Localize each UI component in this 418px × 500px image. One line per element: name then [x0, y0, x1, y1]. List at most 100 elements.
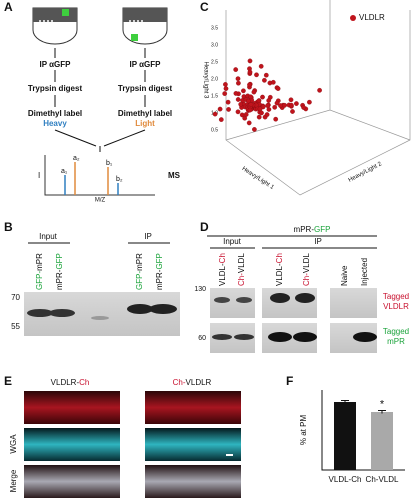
- scatter-dot: [235, 76, 241, 82]
- band: [234, 334, 254, 340]
- peak-label: b₁: [106, 160, 113, 167]
- tick-label: 1.5: [211, 93, 218, 99]
- row-label: mPR: [387, 337, 405, 346]
- scatter-dot: [294, 101, 299, 106]
- scatter-dot: [266, 107, 272, 112]
- axes-box: [225, 0, 411, 196]
- scatter-dot: [317, 87, 322, 93]
- lane-label: Ch-VLDL: [237, 253, 246, 286]
- band: [295, 293, 315, 303]
- column-label: Ch-VLDLR: [173, 378, 212, 387]
- error-bar: [378, 410, 386, 414]
- peak-label: a₁: [61, 168, 68, 175]
- lane-label: mPR-GFP: [155, 253, 164, 290]
- scatter-dot: [288, 97, 294, 103]
- scatter-dot: [258, 63, 264, 69]
- isotope-label: Heavy: [43, 119, 67, 128]
- highlight-label: VLDLR: [359, 13, 385, 22]
- scatter-dot: [307, 99, 312, 105]
- scatter-dot: [225, 99, 231, 105]
- axis-label: Heavy/Light 1: [241, 166, 276, 191]
- scatter-dot: [222, 91, 228, 96]
- scatter-dot: [247, 82, 252, 88]
- scale-bar: [226, 454, 233, 456]
- scatter-dot: [226, 107, 231, 112]
- band: [353, 332, 377, 342]
- scatter-dot: [241, 88, 246, 94]
- scatter-dot: [233, 67, 239, 72]
- annotation: *: [380, 398, 385, 410]
- tick-label: 3.5: [211, 25, 218, 31]
- error-bar: [341, 400, 349, 404]
- scatter-dot: [272, 104, 278, 110]
- band: [127, 304, 153, 314]
- scatter-dot: [236, 80, 241, 86]
- peak-label: a₂: [73, 155, 80, 162]
- marker-label: 60: [198, 335, 206, 342]
- scatter-dot: [247, 107, 253, 113]
- cell-diagram: [32, 7, 168, 45]
- tick-label: 2.0: [211, 76, 218, 82]
- step-label: IP αGFP: [130, 60, 162, 69]
- group-label: IP: [314, 237, 322, 246]
- scatter-dot: [217, 106, 223, 112]
- micrograph: [24, 428, 120, 461]
- scatter-dot: [246, 98, 251, 104]
- panel-e: E VLDLR-Ch Ch-VLDLR WGA Merge: [4, 374, 241, 498]
- panel-f: F % at PM VLDL-Ch Ch-VLDL *: [286, 374, 405, 484]
- lane-label: VLDL-Ch: [218, 253, 227, 286]
- x-tick-label: Ch-VLDL: [366, 475, 399, 484]
- scatter-dot: [256, 98, 262, 103]
- scatter-dot: [251, 89, 257, 95]
- band: [91, 316, 109, 320]
- scatter-dot: [254, 72, 259, 78]
- bar: [371, 412, 393, 470]
- band: [49, 309, 75, 317]
- step-label: Dimethyl label: [28, 109, 82, 118]
- panel-letter: A: [4, 0, 13, 14]
- row-label: Merge: [9, 469, 18, 492]
- step-label: Trypsin digest: [28, 84, 83, 93]
- micrograph: [145, 465, 241, 498]
- axis-label: I: [38, 171, 40, 180]
- panel-letter: E: [4, 374, 12, 388]
- band: [268, 332, 292, 342]
- row-label: VLDLR: [383, 302, 409, 311]
- step-label: Dimethyl label: [118, 109, 172, 118]
- scatter-dot: [282, 102, 287, 108]
- band: [149, 304, 177, 314]
- lane-label: Ch-VLDL: [302, 253, 311, 286]
- marker-label: 70: [11, 293, 20, 302]
- scatter-dot: [243, 112, 249, 117]
- bar: [334, 402, 356, 470]
- axis-label: Heavy/Light 3: [202, 62, 208, 99]
- scatter-dot: [273, 116, 279, 122]
- blot: [210, 288, 255, 318]
- scatter-dot: [257, 106, 263, 112]
- ms-spectrum: I M/Z a₁ a₂ b₁ b₂ MS: [38, 155, 181, 204]
- step-label: Trypsin digest: [118, 84, 173, 93]
- x-tick-label: VLDL-Ch: [329, 475, 362, 484]
- lane-label: GFP-mPR: [135, 253, 144, 290]
- axis-label: M/Z: [95, 198, 106, 204]
- scatter-dot: [262, 77, 267, 83]
- scatter-dot: [235, 109, 241, 115]
- panel-b: B Input IP GFP-mPR mPR-GFP GFP-mPR mPR-G…: [4, 220, 180, 336]
- marker-label: 130: [194, 286, 206, 293]
- highlight-point: [350, 15, 356, 21]
- scatter-dot: [259, 110, 264, 116]
- scatter-dot: [290, 109, 295, 114]
- scatter-dot: [248, 94, 253, 100]
- y-axis-label: % at PM: [299, 415, 308, 446]
- panel-d: D mPR-GFP Input IP VLDL-Ch Ch-VLDL VLDL-…: [194, 220, 409, 353]
- band: [236, 297, 252, 303]
- band: [27, 309, 53, 317]
- panel-letter: B: [4, 220, 13, 234]
- peak-label: b₂: [116, 176, 123, 183]
- tick-label: 2.5: [211, 59, 218, 65]
- scatter-dot: [223, 82, 228, 87]
- band: [214, 297, 230, 303]
- band: [293, 332, 317, 342]
- axis-label: Heavy/Light 2: [348, 161, 384, 184]
- group-label: Input: [39, 232, 58, 241]
